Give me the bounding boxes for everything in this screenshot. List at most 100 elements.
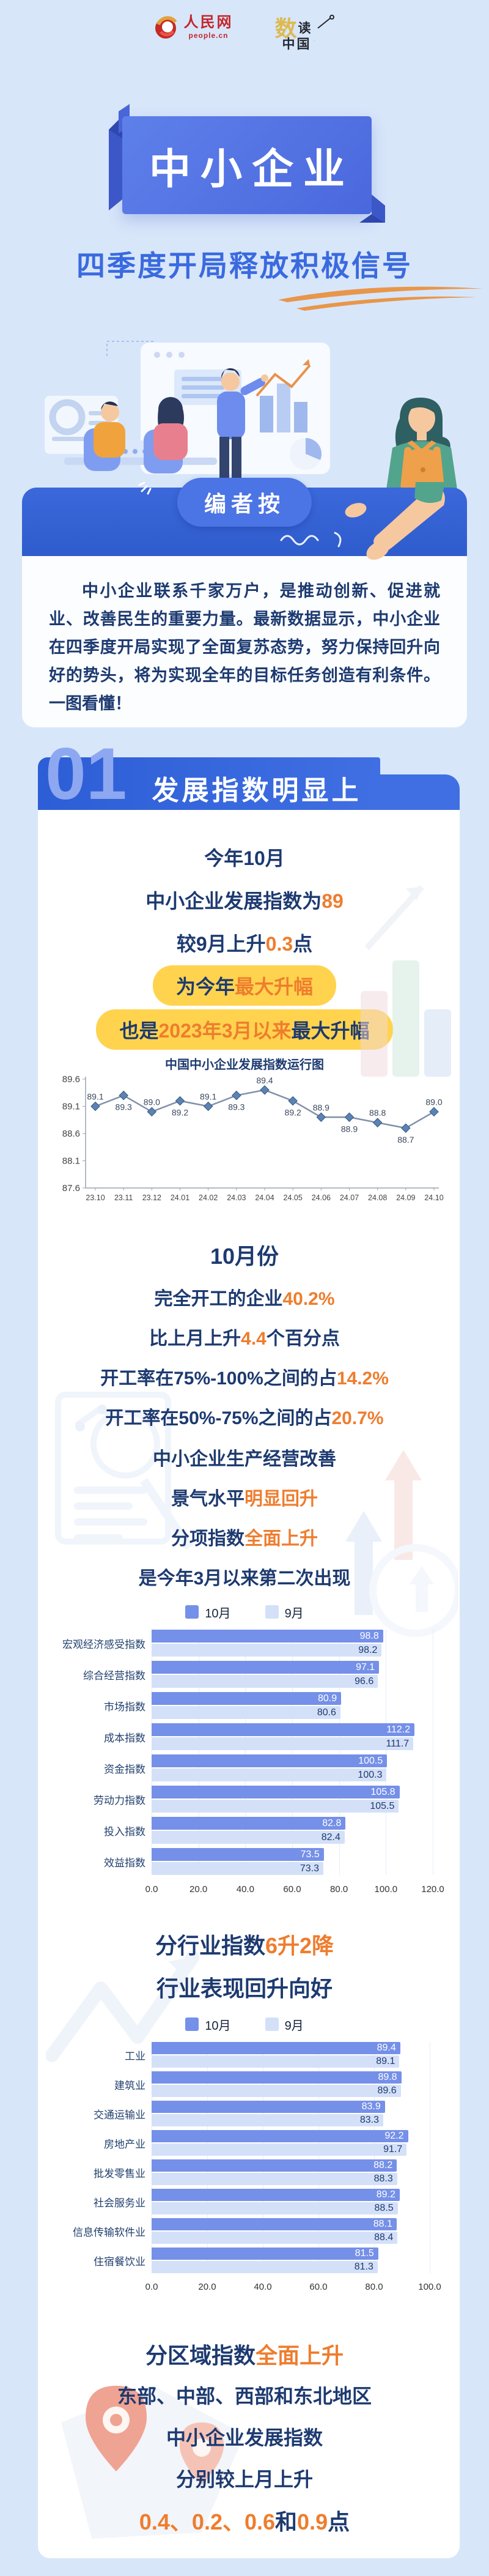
- bar-row: 交通运输业 83.9 83.3: [49, 2101, 440, 2126]
- svg-text:89.6: 89.6: [62, 1074, 80, 1085]
- bar-category-label: 市场指数: [104, 1701, 145, 1713]
- map-pins-watermark: [61, 2386, 244, 2539]
- legend-item: 10月: [185, 1603, 231, 1621]
- bar-previous-month: 89.1: [152, 2055, 400, 2068]
- line-chart-title: 中国中小企业发展指数运行图: [165, 1058, 324, 1072]
- bar-row: 投入指数 82.8 82.4: [49, 1817, 440, 1844]
- chart-legend: 10月 9月: [49, 2014, 440, 2035]
- bar-row: 工业 89.4 89.1: [49, 2042, 440, 2068]
- svg-text:24.03: 24.03: [227, 1193, 246, 1202]
- industry-subheading: 行业表现回升向好: [156, 1976, 333, 2001]
- bar-row: 市场指数 80.9 80.6: [49, 1692, 440, 1719]
- pill-text: 也是: [119, 1020, 159, 1042]
- badge-squiggle-right: [280, 532, 342, 547]
- section1-number: 01: [45, 733, 127, 815]
- stat-text: 比上月上升: [149, 1329, 241, 1349]
- section1-title: 发展指数明显上升: [152, 776, 362, 845]
- svg-text:89.1: 89.1: [200, 1092, 216, 1102]
- axis-tick-label: 120.0: [421, 1884, 444, 1895]
- legend-swatch-light: [265, 1605, 279, 1619]
- stat-value: 0.3: [265, 933, 293, 955]
- axis-tick-label: 100.0: [374, 1884, 398, 1895]
- svg-text:88.9: 88.9: [313, 1102, 329, 1112]
- bar-current-month: 81.5: [152, 2248, 378, 2260]
- bar-category-label: 效益指数: [104, 1857, 145, 1869]
- bar-previous-month: 83.3: [152, 2114, 383, 2126]
- du-char: 读: [298, 21, 311, 35]
- svg-text:89.1: 89.1: [62, 1102, 80, 1112]
- legend-swatch-dark: [185, 1605, 199, 1619]
- stat-text: 个百分点: [266, 1329, 340, 1349]
- zhongguo-chars: 中国: [282, 37, 312, 51]
- bar-category-label: 投入指数: [104, 1825, 145, 1838]
- axis-tick-label: 0.0: [145, 1884, 158, 1895]
- bar-previous-month: 98.2: [152, 1644, 382, 1657]
- svg-text:89.3: 89.3: [116, 1102, 132, 1112]
- october-heading: 10月份: [210, 1244, 279, 1269]
- editor-note-card: 中小企业联系千家万户，是推动创新、促进就业、改善民生的重要力量。最新数据显示，中…: [22, 556, 467, 727]
- people-cn-logo-icon: [155, 16, 177, 39]
- pill-highlight: 最大升幅: [235, 976, 314, 998]
- october-item-6: 景气水平明显回升: [34, 1483, 455, 1510]
- october-item-2: 比上月上升4.4个百分点: [34, 1323, 455, 1350]
- bar-previous-month: 88.4: [152, 2232, 398, 2244]
- bar-row: 住宿餐饮业 81.5 81.3: [49, 2248, 440, 2273]
- stat-text: 中小企业发展指数为: [145, 890, 322, 912]
- stat-text: 点: [293, 933, 313, 955]
- stat-value: 40.2%: [282, 1289, 335, 1309]
- stat-value: 明显回升: [244, 1489, 318, 1509]
- bar-row: 信息传输软件业 88.1 88.4: [49, 2218, 440, 2244]
- bar-growth-watermark: [361, 885, 451, 1077]
- bar-current-month: 82.8: [152, 1817, 346, 1830]
- svg-text:89.0: 89.0: [144, 1097, 160, 1107]
- bar-category-label: 社会服务业: [94, 2197, 145, 2209]
- svg-text:89.2: 89.2: [285, 1108, 301, 1118]
- bar-current-month: 88.1: [152, 2218, 397, 2230]
- bar-category-label: 交通运输业: [94, 2109, 145, 2121]
- october-item-5: 中小企业生产经营改善: [153, 1449, 336, 1469]
- stat-text: 点: [328, 2509, 350, 2534]
- bar-previous-month: 80.6: [152, 1706, 340, 1719]
- people-cn-logo: 人民网 people.cn: [152, 13, 233, 40]
- svg-text:24.10: 24.10: [424, 1193, 443, 1202]
- bar-category-label: 住宿餐饮业: [94, 2255, 145, 2268]
- underline-swoosh: [278, 286, 483, 311]
- bar-category-label: 综合经营指数: [83, 1669, 145, 1682]
- october-item-1: 完全开工的企业40.2%: [34, 1283, 455, 1310]
- stat-text: 景气水平: [171, 1489, 244, 1509]
- svg-text:24.08: 24.08: [368, 1193, 387, 1202]
- bar-current-month: 112.2: [152, 1723, 415, 1736]
- bar-current-month: 105.8: [152, 1786, 400, 1798]
- bar-category-label: 劳动力指数: [94, 1794, 145, 1806]
- axis-tick-label: 60.0: [309, 2282, 328, 2292]
- october-item-3: 开工率在75%-100%之间的占14.2%: [34, 1363, 455, 1390]
- editor-note-badge: 编者按: [177, 478, 312, 527]
- stat-line-month: 今年10月: [204, 847, 285, 869]
- bar-previous-month: 105.5: [152, 1800, 399, 1813]
- chart-legend: 10月 9月: [49, 1602, 440, 1622]
- october-item-8: 是今年3月以来第二次出现: [138, 1568, 351, 1589]
- bar-previous-month: 111.7: [152, 1737, 414, 1750]
- industry-bar-chart: 10月 9月 工业 89.4 89.1 建筑业 89.8 89.6 交通运输业 …: [49, 2014, 441, 2295]
- bar-category-label: 信息传输软件业: [73, 2226, 145, 2238]
- bar-current-month: 98.8: [152, 1630, 383, 1642]
- title-ribbon: 中小企业: [103, 103, 391, 231]
- stat-value: 0.4、0.2、0.6: [139, 2509, 276, 2534]
- bar-row: 劳动力指数 105.8 105.5: [49, 1786, 440, 1813]
- bar-previous-month: 81.3: [152, 2261, 378, 2273]
- bar-category-label: 宏观经济感受指数: [62, 1638, 145, 1650]
- bar-current-month: 92.2: [152, 2130, 408, 2142]
- region-line-1: 东部、中部、西部和东北地区: [117, 2385, 372, 2407]
- legend-item: 9月: [265, 1603, 304, 1621]
- axis-tick-label: 40.0: [254, 2282, 272, 2292]
- bar-current-month: 80.9: [152, 1692, 342, 1705]
- october-item-4: 开工率在50%-75%之间的占20.7%: [34, 1403, 455, 1430]
- chart-x-axis: 0.0 20.0 40.0 60.0 80.0 100.0 120.0: [145, 1879, 444, 1898]
- people-logo-text: 人民网: [183, 13, 233, 31]
- svg-text:89.1: 89.1: [87, 1092, 103, 1102]
- highlight-pill-1: 为今年最大升幅: [152, 965, 337, 1006]
- svg-text:24.09: 24.09: [396, 1193, 415, 1202]
- bar-previous-month: 100.3: [152, 1769, 387, 1781]
- svg-text:23.11: 23.11: [114, 1193, 133, 1202]
